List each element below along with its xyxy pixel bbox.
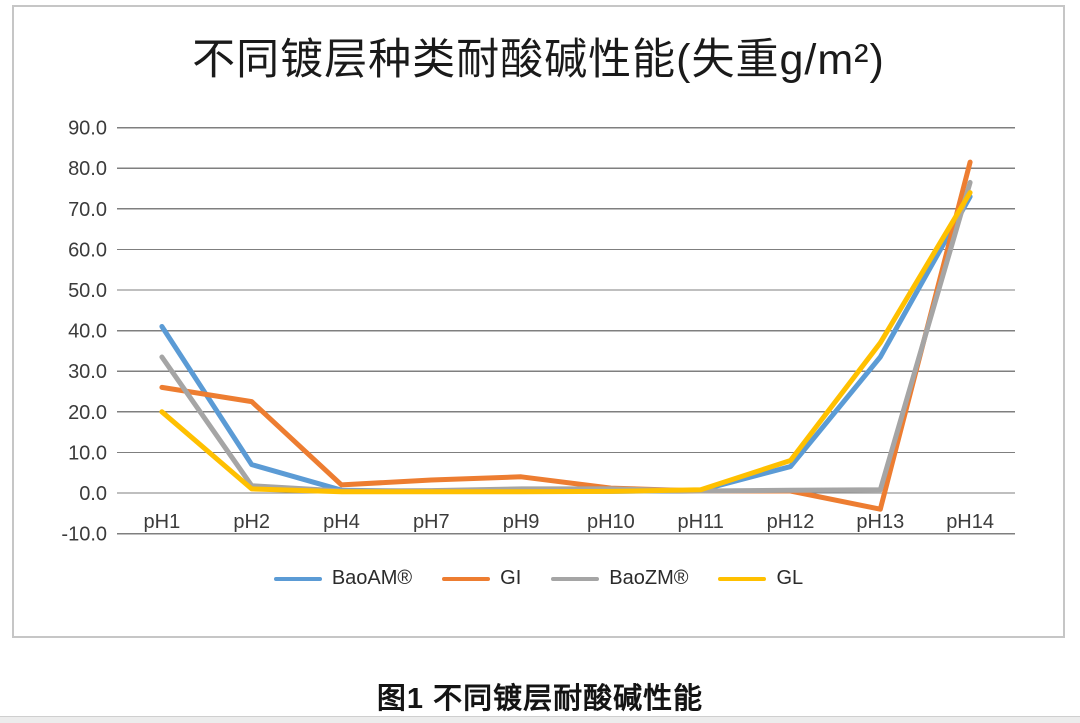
chart-legend: BaoAM® GI BaoZM® GL xyxy=(14,567,1063,590)
x-tick-label: pH14 xyxy=(946,511,994,533)
series-line-baoam xyxy=(159,194,973,494)
y-tick-label: 70.0 xyxy=(68,199,107,221)
legend-item-baoam: BaoAM® xyxy=(273,567,413,590)
chart-container: 90.0 80.0 70.0 60.0 50.0 40.0 30.0 20.0 10.0 0.0 -… xyxy=(12,5,1065,638)
y-tick-label: 60.0 xyxy=(68,239,107,261)
legend-label: BaoZM® xyxy=(609,567,689,589)
series-line-gl xyxy=(159,190,973,495)
legend-item-gl: GL xyxy=(718,567,803,590)
x-tick-label: pH13 xyxy=(856,511,904,533)
legend-label: GI xyxy=(500,567,522,589)
y-tick-label: 90.0 xyxy=(68,118,107,140)
x-tick-label: pH10 xyxy=(587,511,635,533)
legend-swatch xyxy=(551,576,600,581)
series-line-baozm xyxy=(159,179,973,494)
x-tick-label: pH11 xyxy=(678,511,724,533)
y-tick-label: 80.0 xyxy=(68,158,107,180)
y-tick-label: 40.0 xyxy=(68,321,107,343)
legend-swatch xyxy=(273,576,322,581)
legend-item-baozm: BaoZM® xyxy=(551,567,688,590)
y-tick-label: 10.0 xyxy=(68,442,107,464)
y-tick-label: -10.0 xyxy=(61,524,107,546)
legend-swatch xyxy=(718,576,767,581)
y-tick-label: 30.0 xyxy=(68,361,107,383)
x-tick-label: pH1 xyxy=(144,511,181,533)
legend-label: GL xyxy=(776,567,804,589)
x-tick-label: pH2 xyxy=(233,511,270,533)
page-bottom-strip xyxy=(0,716,1080,723)
y-tick-label: 20.0 xyxy=(68,402,107,424)
legend-swatch xyxy=(442,576,491,581)
y-tick-label: 50.0 xyxy=(68,280,107,302)
x-tick-label: pH12 xyxy=(767,511,815,533)
chart-title: 不同镀层种类耐酸碱性能(失重g/m²) xyxy=(192,36,885,84)
line-chart: 90.0 80.0 70.0 60.0 50.0 40.0 30.0 20.0 10.0 0.0 -… xyxy=(61,118,1015,546)
y-tick-label: 0.0 xyxy=(79,483,107,505)
series-line-gi xyxy=(159,159,973,512)
legend-label: BaoAM® xyxy=(331,567,413,589)
x-tick-label: pH7 xyxy=(413,511,450,533)
legend-item-gi: GI xyxy=(442,567,521,590)
x-tick-label: pH4 xyxy=(323,511,360,533)
x-tick-label: pH9 xyxy=(503,511,540,533)
figure-caption: 图1 不同镀层耐酸碱性能 xyxy=(376,683,704,715)
